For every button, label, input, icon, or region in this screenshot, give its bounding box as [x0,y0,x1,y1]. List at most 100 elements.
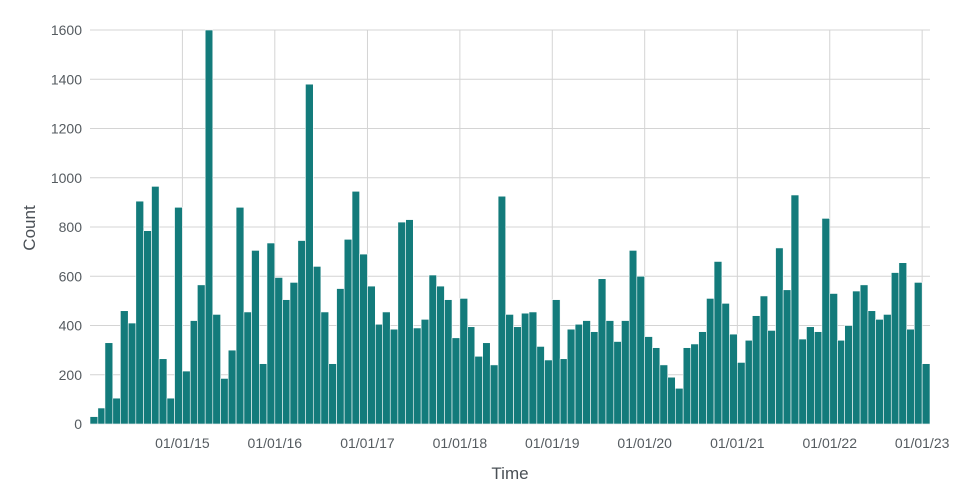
bar [405,219,414,425]
x-tick-label: 01/01/21 [710,435,765,451]
bar [412,327,422,425]
bar [204,29,214,425]
x-tick-labels: 01/01/15 01/01/16 01/01/17 01/01/18 01/01/19… [155,435,949,451]
y-tick-label: 1400 [51,71,82,87]
bar [397,221,406,425]
bar [551,299,561,425]
bar [120,310,129,425]
bar [320,311,330,425]
bar [883,314,892,425]
x-tick-label: 01/01/17 [340,435,395,451]
bar [436,285,445,425]
bar [227,349,237,425]
bar [220,378,229,425]
bar [659,364,669,425]
bar [590,331,599,425]
bar [151,186,160,425]
bar [713,261,723,425]
bar [690,343,699,425]
bar [328,363,337,425]
bar [767,330,776,425]
bar [875,319,884,425]
bar [312,266,322,425]
bars [89,29,931,425]
bar [112,397,121,425]
bar [513,326,522,425]
bar [906,328,915,425]
x-tick-label: 01/01/22 [802,435,857,451]
bar [259,363,268,425]
bar [682,347,692,425]
bar [174,207,183,425]
bar [289,282,299,425]
bar [798,338,807,425]
bar [505,314,514,425]
bar [351,190,360,425]
bar [574,323,583,425]
bar [536,346,545,425]
bar [597,278,607,425]
bar [737,362,746,425]
bar [420,319,430,425]
bar [189,320,198,425]
bar [343,239,353,425]
bar [613,341,622,425]
bar [621,320,630,425]
bar [921,363,931,425]
y-tick-label: 1000 [51,170,82,186]
bar [97,407,106,425]
bar [636,275,645,425]
y-tick-label: 400 [59,318,83,334]
bar [829,293,838,425]
bar [282,299,291,425]
bar [297,240,306,425]
bar [382,311,391,425]
bar [814,331,823,425]
y-tick-label: 800 [59,219,83,235]
y-tick-label: 1200 [51,121,82,137]
bar [474,355,483,425]
bar [389,328,399,425]
bar [444,299,453,425]
y-tick-labels: 0 200 400 600 800 1000 1200 1400 1600 [51,22,82,432]
bar [844,325,853,425]
x-tick-label: 01/01/15 [155,435,210,451]
bar [544,359,553,425]
bar [566,328,576,425]
bar [559,358,568,425]
bar [628,250,638,425]
bar [459,298,469,425]
bar [197,284,206,425]
bar [675,387,684,425]
y-tick-label: 0 [74,416,82,432]
bar [644,336,653,425]
bar [451,337,461,425]
bar [775,247,784,425]
bar [790,194,800,425]
y-axis-title: Count [20,205,39,251]
bar [782,289,792,425]
bar [467,326,476,425]
bar [143,230,152,425]
bar [359,253,368,425]
bar [890,272,900,425]
bar [605,320,615,425]
bar [744,339,753,425]
x-tick-label: 01/01/19 [525,435,580,451]
bar [867,310,876,425]
bar [821,218,831,425]
bar [706,298,715,425]
bar [751,315,761,425]
bar [428,274,437,425]
bar [582,320,591,425]
bar [528,311,538,425]
bar [305,83,314,425]
bar [235,207,245,425]
bar [729,333,738,425]
bar [336,288,345,425]
y-tick-label: 200 [59,367,83,383]
bar [652,347,661,425]
bar [698,331,707,425]
bar [367,285,376,425]
